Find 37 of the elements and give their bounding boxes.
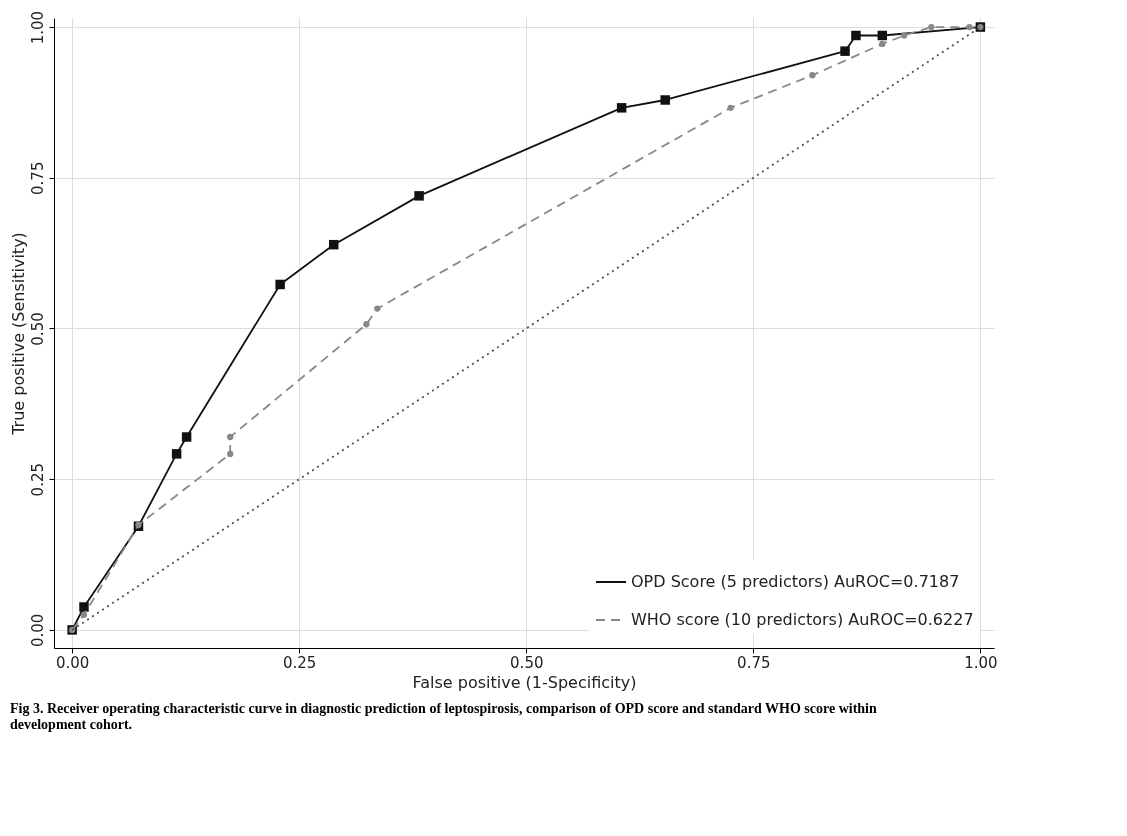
x-tick-label: 1.00: [964, 653, 998, 672]
legend-label: WHO score (10 predictors) AuROC=0.6227: [631, 610, 974, 629]
point: [328, 239, 339, 250]
point: [879, 40, 886, 48]
y-tick-label: 0.50: [28, 312, 47, 346]
point: [966, 23, 973, 31]
point: [877, 30, 888, 41]
x-tick-label: 0.25: [283, 653, 317, 672]
point: [79, 602, 89, 612]
point: [171, 449, 182, 459]
y-tick-label: 0.25: [28, 462, 47, 497]
point: [80, 611, 88, 618]
point: [414, 191, 424, 201]
point: [227, 433, 234, 441]
point: [181, 432, 192, 442]
point: [275, 279, 285, 290]
y-tick-label: 0.00: [28, 613, 47, 648]
point: [840, 46, 850, 56]
point: [928, 23, 935, 31]
y-tick-label: 1.00: [28, 10, 47, 45]
point: [727, 104, 734, 111]
point: [616, 103, 627, 113]
point: [809, 72, 816, 79]
x-tick-label: 0.50: [510, 653, 544, 672]
point: [363, 321, 370, 328]
point: [900, 32, 908, 39]
x-tick-label: 0.00: [55, 653, 90, 672]
y-tick-label: 0.75: [28, 161, 47, 195]
point: [660, 95, 670, 105]
y-axis-title: True positive (Sensitivity): [8, 232, 28, 436]
point: [227, 450, 234, 458]
point: [851, 30, 861, 41]
legend-label: OPD Score (5 predictors) AuROC=0.7187: [631, 572, 960, 591]
x-axis-title: False positive (1-Specificity): [412, 672, 637, 692]
caption: Fig 3. Receiver operating characteristic curve in diagnostic prediction of leptospirosis, comparison of OPD score and standard WHO score within development cohort.: [10, 701, 877, 732]
point: [374, 305, 381, 312]
x-tick-label: 0.75: [737, 653, 771, 672]
